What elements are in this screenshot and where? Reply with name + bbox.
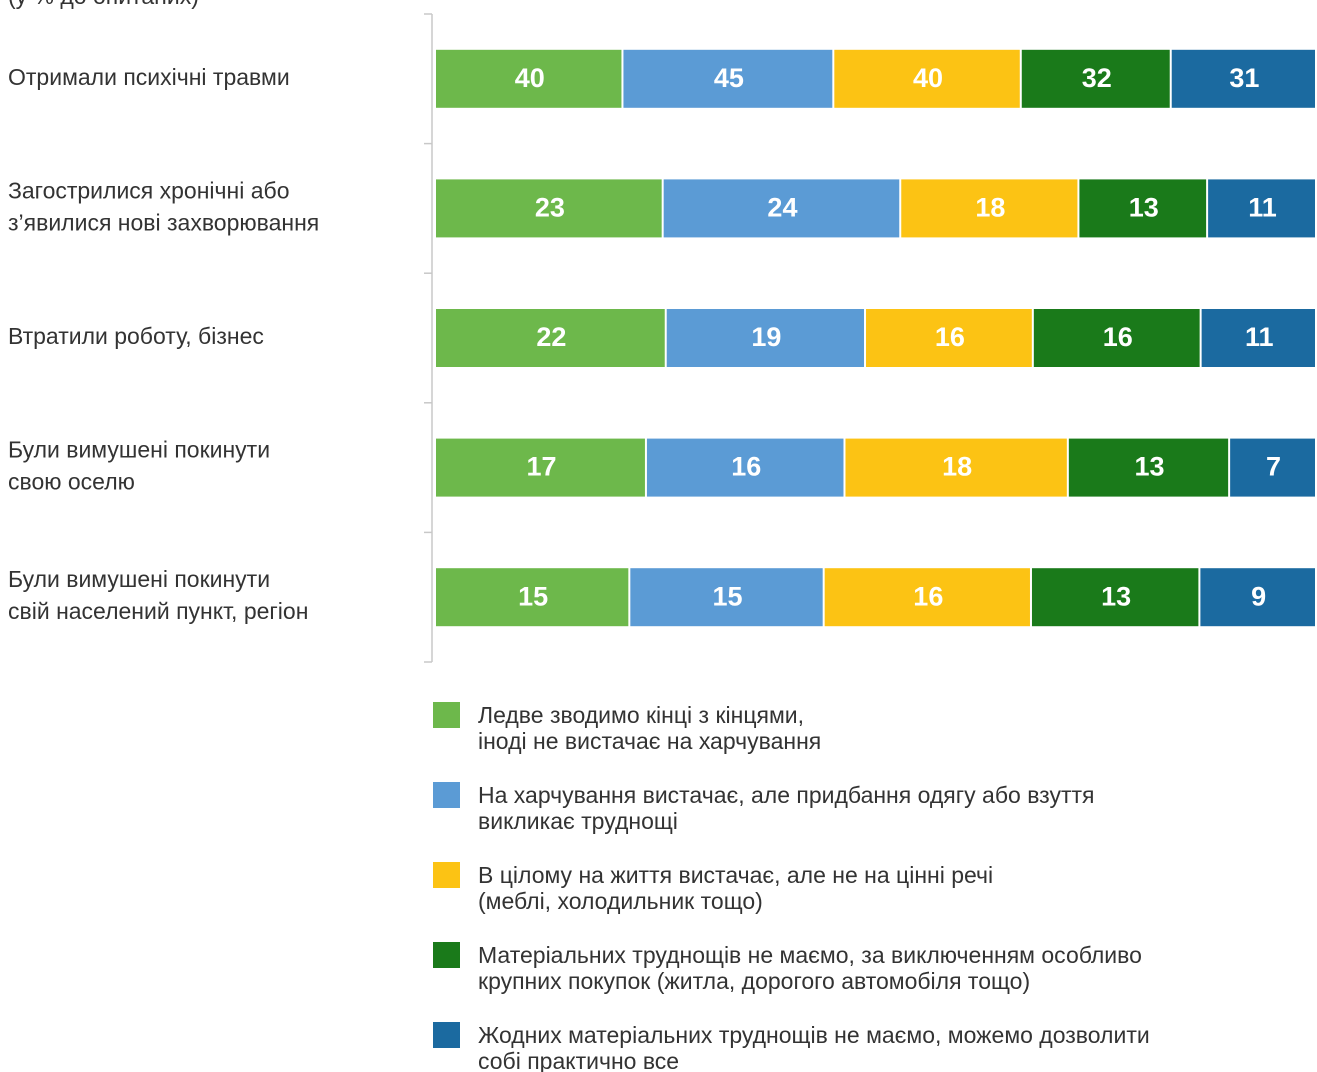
- bar-segment: [1171, 49, 1315, 108]
- bar-segment: [1079, 179, 1207, 238]
- value-label: 45: [714, 63, 744, 93]
- bar-segment: [436, 179, 662, 238]
- bar-segment: [436, 568, 629, 627]
- value-label: 16: [935, 322, 965, 352]
- bar-segment: [1200, 568, 1315, 627]
- bar-segment: [436, 438, 645, 497]
- bar-segment: [834, 49, 1020, 108]
- legend-swatch: [433, 862, 460, 888]
- value-label: 13: [1129, 193, 1159, 223]
- value-label: 40: [515, 63, 545, 93]
- bar-segment: [1021, 49, 1170, 108]
- category-label: Були вимушені покинути свій населений пун…: [8, 566, 308, 624]
- value-label: 40: [913, 63, 943, 93]
- bar-segment: [824, 568, 1030, 627]
- legend-swatch: [433, 942, 460, 968]
- category-label: Отримали психічні травми: [8, 64, 290, 90]
- value-label: 16: [1103, 322, 1133, 352]
- legend-label: Ледве зводимо кінці з кінцями, іноді не в…: [478, 702, 821, 754]
- bar-segment: [1068, 438, 1229, 497]
- value-label: 11: [1245, 322, 1274, 352]
- bar-segment: [646, 438, 844, 497]
- legend-swatch: [433, 782, 460, 808]
- bar-segment: [845, 438, 1067, 497]
- value-label: 16: [731, 452, 761, 482]
- bar-segment: [1201, 309, 1315, 367]
- legend-label: На харчування вистачає, але придбання од…: [478, 782, 1094, 834]
- legend-swatch: [433, 702, 460, 728]
- value-label: 22: [536, 322, 566, 352]
- chart-subtitle: (у % до опитаних): [8, 0, 199, 9]
- bar-segment: [623, 49, 833, 108]
- value-label: 23: [535, 193, 565, 223]
- bar-segment: [663, 179, 900, 238]
- bar-segment: [1208, 179, 1315, 238]
- bar-segment: [1230, 438, 1315, 497]
- legend-swatch: [433, 1022, 460, 1048]
- value-label: 18: [942, 452, 972, 482]
- bar-segment: [901, 179, 1078, 238]
- category-label: Були вимушені покинути свою оселю: [8, 437, 270, 495]
- bar-segment: [666, 309, 865, 367]
- bar-segment: [866, 309, 1032, 367]
- value-label: 9: [1251, 581, 1266, 611]
- bar-segment: [436, 309, 665, 367]
- bar-segment: [630, 568, 823, 627]
- category-label: Втратили роботу, бізнес: [8, 323, 264, 349]
- bar-segment: [1031, 568, 1199, 627]
- legend-label: Жодних матеріальних труднощів не маємо, …: [478, 1022, 1150, 1072]
- value-label: 11: [1248, 193, 1277, 223]
- value-label: 15: [712, 581, 742, 611]
- bar-segment: [1033, 309, 1200, 367]
- value-label: 15: [518, 581, 548, 611]
- category-label: Загострилися хронічні або з’явилися нові …: [8, 177, 319, 235]
- value-label: 7: [1266, 452, 1281, 482]
- value-label: 13: [1101, 581, 1131, 611]
- value-label: 32: [1082, 63, 1112, 93]
- value-label: 19: [751, 322, 781, 352]
- value-label: 16: [913, 581, 943, 611]
- value-label: 13: [1134, 452, 1164, 482]
- value-label: 17: [526, 452, 556, 482]
- value-label: 18: [975, 193, 1005, 223]
- value-label: 24: [767, 193, 797, 223]
- bar-segment: [436, 49, 622, 108]
- legend-label: Матеріальних труднощів не маємо, за викл…: [478, 942, 1142, 994]
- value-label: 31: [1229, 63, 1259, 93]
- legend-label: В цілому на життя вистачає, але не на ці…: [478, 862, 993, 914]
